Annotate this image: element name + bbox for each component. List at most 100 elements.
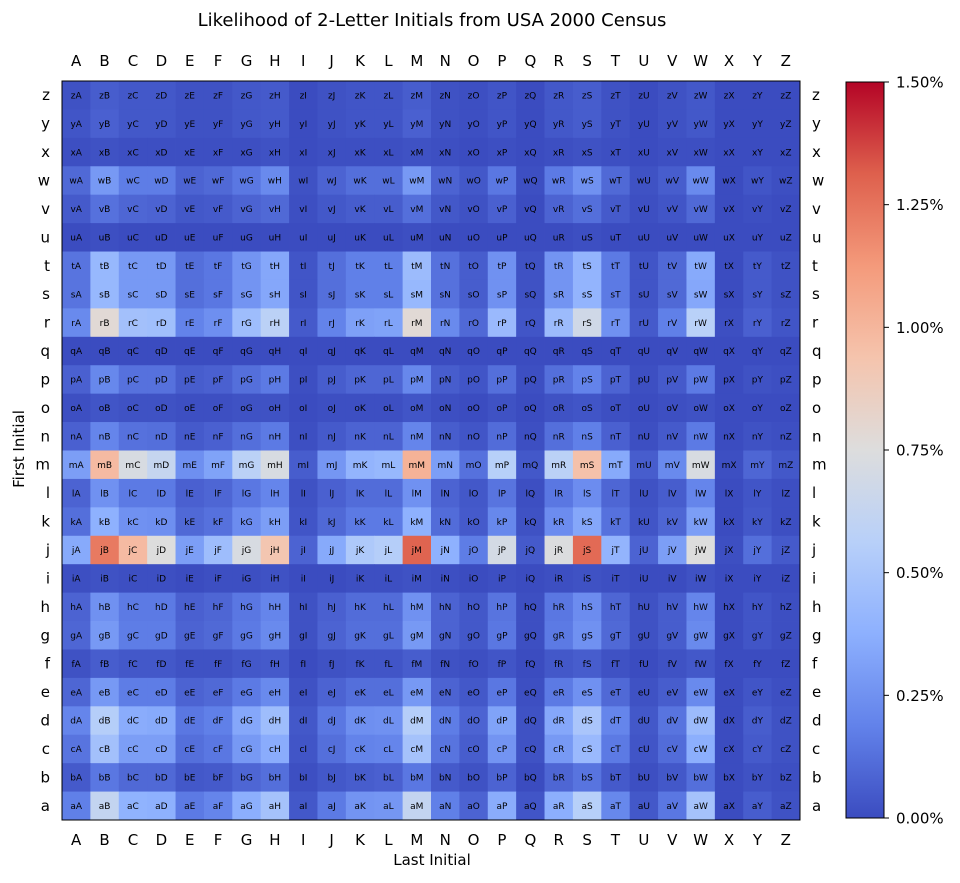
heatmap-cell-qU xyxy=(629,336,659,366)
heatmap-cell-cJ xyxy=(317,734,347,764)
heatmap-cell-eN xyxy=(431,677,460,707)
heatmap-cell-yB xyxy=(90,109,120,139)
colorbar: 0.00% 0.25% 0.50% 0.75% 1.00% 1.25% 1.50% xyxy=(845,74,944,828)
cell-label-pO: pO xyxy=(467,376,480,386)
heatmap-cell-fG xyxy=(232,649,262,679)
cell-label-dA: dA xyxy=(70,717,83,727)
cell-label-lC: lC xyxy=(129,489,138,499)
heatmap-cell-nT xyxy=(601,422,631,451)
heatmap-cell-hJ xyxy=(317,592,347,622)
heatmap-cell-iF xyxy=(203,564,233,594)
heatmap-cell-gJ xyxy=(317,621,347,650)
cell-label-aC: aC xyxy=(127,802,139,812)
heatmap-cell-fH xyxy=(260,649,290,679)
heatmap-cell-oO xyxy=(459,393,489,423)
x-tick-top-X: X xyxy=(724,52,734,70)
cell-label-zP: zP xyxy=(497,91,508,101)
cell-label-qW: qW xyxy=(693,347,708,357)
heatmap-cell-lD xyxy=(147,478,176,508)
cell-label-zA: zA xyxy=(71,91,83,101)
heatmap-cell-sZ xyxy=(771,279,801,309)
cell-label-pB: pB xyxy=(99,376,111,386)
cell-label-mY: mY xyxy=(750,461,765,471)
cell-label-tJ: tJ xyxy=(329,262,335,272)
heatmap-cell-vP xyxy=(487,194,517,224)
cell-label-vN: vN xyxy=(439,205,451,215)
heatmap-cell-rF xyxy=(203,308,233,338)
cell-label-rJ: rJ xyxy=(328,319,334,329)
heatmap-cell-zV xyxy=(658,81,687,110)
heatmap-cell-wX xyxy=(714,166,744,196)
heatmap-cell-cU xyxy=(629,734,659,764)
cell-label-jX: jX xyxy=(724,546,734,556)
heatmap-cell-hZ xyxy=(771,592,801,622)
cell-label-eA: eA xyxy=(70,688,83,698)
heatmap-cell-mG xyxy=(232,450,262,480)
heatmap-cell-yT xyxy=(601,109,631,139)
x-tick-top-P: P xyxy=(497,52,506,70)
heatmap-cell-mA xyxy=(62,450,91,480)
cell-label-jY: jY xyxy=(752,546,762,556)
cell-label-bA: bA xyxy=(70,774,83,784)
cell-label-tW: tW xyxy=(694,262,707,272)
cell-label-wL: wL xyxy=(382,177,394,187)
cell-label-dU: dU xyxy=(638,717,650,727)
cell-label-oL: oL xyxy=(383,404,394,414)
heatmap-cell-vU xyxy=(629,194,659,224)
heatmap-cell-yH xyxy=(260,109,290,139)
x-tick-top-L: L xyxy=(384,52,393,70)
cell-label-vG: vG xyxy=(240,205,252,215)
heatmap-cell-wY xyxy=(743,166,773,196)
heatmap-cell-cD xyxy=(147,734,176,764)
heatmap-cell-tP xyxy=(487,251,517,281)
cell-label-aQ: aQ xyxy=(524,802,537,812)
heatmap-cell-pO xyxy=(459,365,489,395)
x-tick-top-E: E xyxy=(185,52,194,70)
cell-label-dY: dY xyxy=(752,717,764,727)
heatmap-cell-hR xyxy=(544,592,574,622)
cell-label-cC: cC xyxy=(127,745,138,755)
heatmap-cell-oW xyxy=(686,393,716,423)
cell-label-lQ: lQ xyxy=(526,489,536,499)
y-tick-right-i: i xyxy=(812,569,816,587)
heatmap-cell-sL xyxy=(374,279,404,309)
heatmap-cell-gF xyxy=(203,621,233,650)
x-tick-bottom-Y: Y xyxy=(752,831,763,849)
heatmap-cell-nP xyxy=(487,422,517,451)
heatmap-cell-lB xyxy=(90,478,120,508)
heatmap-cell-zG xyxy=(232,81,262,110)
cell-label-kC: kC xyxy=(127,518,139,528)
heatmap-cell-jW xyxy=(686,535,716,565)
cell-label-tX: tX xyxy=(724,262,734,272)
heatmap-cell-wW xyxy=(686,166,716,196)
heatmap-cell-fY xyxy=(743,649,773,679)
cell-label-mK: mK xyxy=(353,461,369,471)
cell-label-mE: mE xyxy=(182,461,197,471)
heatmap-cell-vA xyxy=(62,194,91,224)
y-tick-left-d: d xyxy=(40,712,50,730)
heatmap-cell-nD xyxy=(147,422,176,451)
cell-label-aN: aN xyxy=(439,802,451,812)
cell-label-dO: dO xyxy=(467,717,480,727)
heatmap-cell-nC xyxy=(118,422,148,451)
heatmap-cell-yO xyxy=(459,109,489,139)
heatmap-cell-tV xyxy=(658,251,687,281)
heatmap-cell-iT xyxy=(601,564,631,594)
heatmap-cell-yK xyxy=(345,109,375,139)
cell-label-lW: lW xyxy=(695,489,707,499)
y-tick-left-y: y xyxy=(41,115,50,133)
heatmap-cell-zB xyxy=(90,81,120,110)
heatmap-cell-aM xyxy=(402,791,432,821)
cell-label-xW: xW xyxy=(694,148,708,158)
cell-label-iO: iO xyxy=(469,575,479,585)
cell-label-iY: iY xyxy=(753,575,762,585)
heatmap-cell-bO xyxy=(459,763,489,792)
heatmap-cell-hF xyxy=(203,592,233,622)
heatmap-cell-hV xyxy=(658,592,687,622)
cell-label-zQ: zQ xyxy=(524,91,536,101)
cell-label-wC: wC xyxy=(126,177,140,187)
heatmap-cell-fS xyxy=(572,649,602,679)
cell-label-zU: zU xyxy=(638,91,649,101)
cell-label-zE: zE xyxy=(185,91,196,101)
